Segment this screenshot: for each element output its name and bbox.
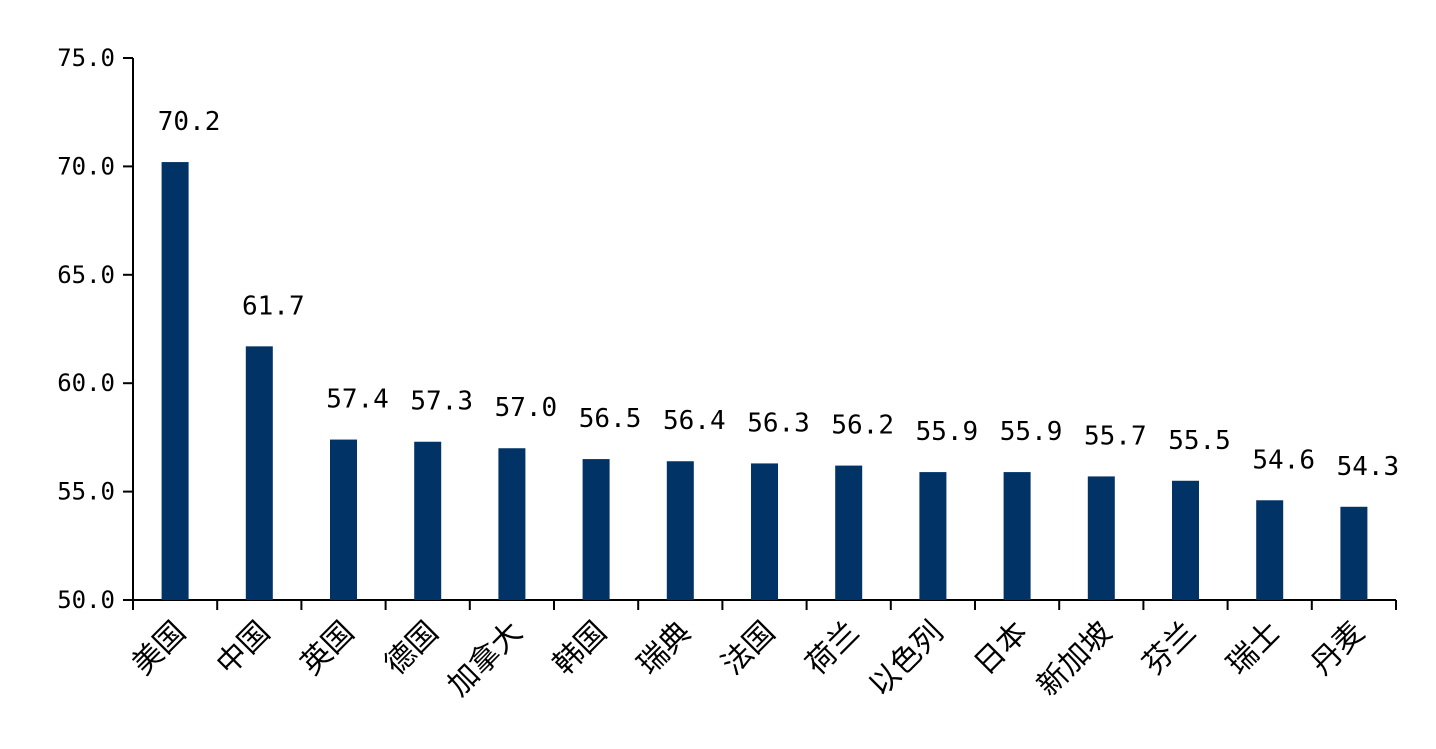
data-label: 55.9 xyxy=(916,417,979,447)
bar xyxy=(582,459,610,600)
category-label: 荷兰 xyxy=(799,615,866,682)
category-label: 英国 xyxy=(294,615,361,682)
bar xyxy=(245,346,273,600)
y-axis: 50.0 55.0 60.0 65.0 70.0 75.0 xyxy=(57,44,134,614)
data-label: 55.9 xyxy=(1000,417,1063,447)
category-label: 日本 xyxy=(968,615,1035,682)
y-tick-label: 65.0 xyxy=(57,261,115,289)
data-label: 55.7 xyxy=(1084,421,1147,451)
y-tick-label: 50.0 xyxy=(57,586,115,614)
y-tick-label: 75.0 xyxy=(57,44,115,72)
bar xyxy=(498,448,526,600)
bar xyxy=(1003,472,1031,600)
category-label: 法国 xyxy=(715,615,782,682)
bar xyxy=(835,465,863,600)
category-label: 美国 xyxy=(126,615,193,682)
bar xyxy=(1340,506,1368,600)
data-label: 56.5 xyxy=(579,404,642,434)
category-label: 新加坡 xyxy=(1031,615,1119,703)
bars xyxy=(161,162,1368,600)
category-label: 韩国 xyxy=(547,615,614,682)
data-label: 55.5 xyxy=(1168,426,1231,456)
category-label: 芬兰 xyxy=(1136,615,1203,682)
category-label: 丹麦 xyxy=(1304,615,1371,682)
category-label: 以色列 xyxy=(862,615,950,703)
bar xyxy=(919,472,947,600)
category-label: 德国 xyxy=(378,615,445,682)
data-label: 57.0 xyxy=(495,393,558,423)
data-label: 54.3 xyxy=(1337,452,1400,482)
data-label: 56.3 xyxy=(747,408,810,438)
bar xyxy=(1172,480,1199,600)
category-label: 瑞典 xyxy=(631,615,698,682)
data-label: 54.6 xyxy=(1252,445,1315,475)
category-label: 加拿大 xyxy=(441,615,529,703)
data-label: 57.4 xyxy=(326,385,389,415)
data-label: 57.3 xyxy=(410,387,473,417)
bar xyxy=(1256,500,1284,600)
data-labels: 70.2 61.7 57.4 57.3 57.0 56.5 56.4 56.3 56.2 55.9… xyxy=(158,107,1399,482)
data-label: 70.2 xyxy=(158,107,221,137)
bar xyxy=(414,441,442,600)
bar xyxy=(161,162,189,600)
y-tick-label: 60.0 xyxy=(57,369,115,397)
category-label: 中国 xyxy=(210,615,277,682)
data-label: 61.7 xyxy=(242,291,305,321)
bar xyxy=(666,461,694,600)
x-axis xyxy=(132,599,1397,610)
y-tick-label: 70.0 xyxy=(57,152,115,180)
category-label: 瑞士 xyxy=(1220,615,1287,682)
bar xyxy=(1087,476,1115,600)
data-label: 56.2 xyxy=(831,411,894,441)
data-label: 56.4 xyxy=(663,406,726,436)
bar xyxy=(751,463,778,600)
y-tick-label: 55.0 xyxy=(57,478,115,506)
bar xyxy=(330,439,357,600)
